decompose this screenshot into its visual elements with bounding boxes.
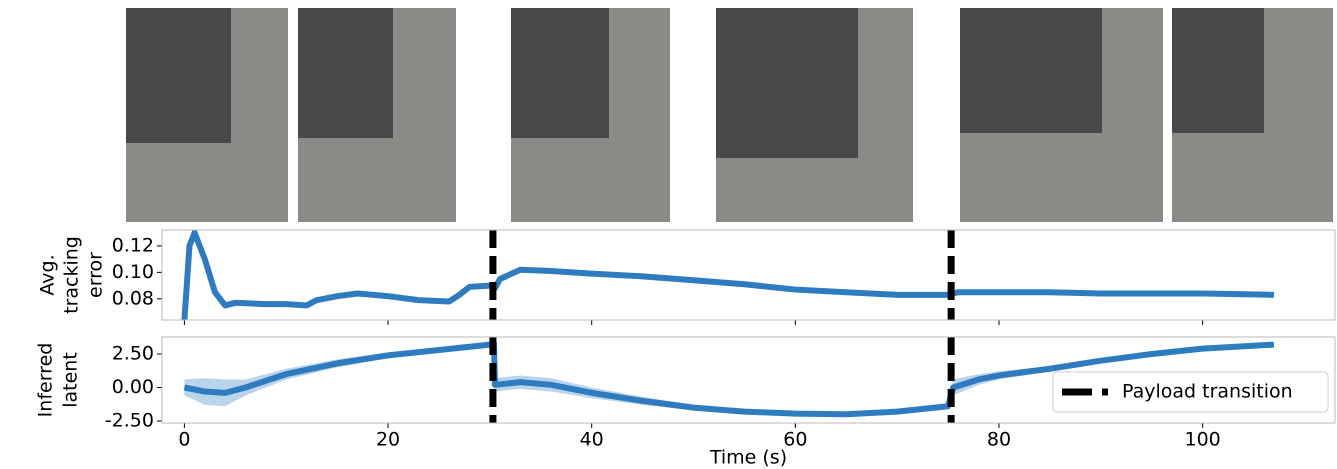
x-tick-label: 80: [987, 429, 1011, 451]
figure: Avg.trackingerror0.08 0.10 0.12 Inferredlat…: [0, 0, 1337, 469]
y-axis-label: Avg.: [37, 254, 59, 295]
y-axis-label: error: [85, 252, 107, 298]
y-tick-label: -2.50: [105, 409, 154, 431]
y-axis-label: latent: [60, 352, 82, 408]
legend-label: Payload transition: [1122, 381, 1293, 403]
y-tick-label: 0.08: [112, 287, 154, 309]
y-tick-label: 2.50: [112, 343, 154, 365]
y-tick-label: 0.00: [112, 376, 154, 398]
plot-frame: [162, 230, 1335, 320]
x-tick-label: 0: [178, 429, 190, 451]
x-tick-label: 20: [376, 429, 400, 451]
photo-wall: [511, 8, 609, 138]
photo-wall: [960, 8, 1102, 133]
photo-wall: [1172, 8, 1264, 133]
photo-wall: [298, 8, 393, 138]
y-tick-label: 0.10: [112, 261, 154, 283]
x-axis-label: Time (s): [709, 447, 787, 469]
photo-wall: [716, 8, 858, 158]
photo-wall: [126, 8, 231, 143]
x-tick-label: 40: [580, 429, 604, 451]
x-tick-label: 100: [1184, 429, 1220, 451]
photos: [126, 8, 1333, 222]
y-axis-label: tracking: [61, 236, 83, 314]
y-tick-label: 0.12: [112, 234, 154, 256]
y-axis-label: Inferred: [35, 343, 57, 418]
data-line: [184, 233, 1274, 320]
